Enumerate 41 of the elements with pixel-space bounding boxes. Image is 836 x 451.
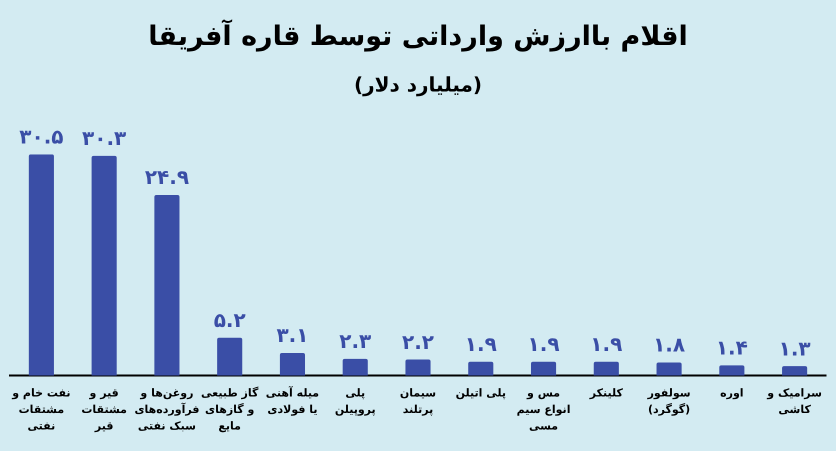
data-label: ۱.۸ — [653, 332, 686, 357]
data-label: ۱.۳ — [778, 336, 811, 360]
data-label: ۳۰.۳ — [82, 126, 126, 150]
data-label: ۲۴.۹ — [144, 165, 190, 190]
x-tick-label: اوره — [720, 386, 744, 400]
bar — [719, 365, 744, 376]
x-tick-label: سرامیک و کاشی — [766, 386, 822, 416]
x-tick-label: پلی اتیلن — [456, 386, 506, 400]
chart-subtitle: (میلیارد دلار) — [354, 72, 482, 97]
bar — [28, 154, 54, 376]
bar — [656, 362, 682, 376]
x-tick-label: سولفور (گوگرد) — [646, 386, 691, 416]
bar — [405, 360, 431, 376]
data-label: ۵.۲ — [214, 308, 246, 332]
data-label: ۲.۲ — [402, 330, 434, 354]
data-label: ۱.۹ — [464, 332, 497, 356]
bar — [782, 366, 808, 376]
data-label: ۱.۴ — [716, 336, 748, 360]
x-tick-label: سیمان پرتلند — [400, 386, 436, 416]
data-label: ۳۰.۵ — [19, 124, 64, 149]
data-label: ۳.۱ — [276, 323, 308, 348]
x-tick-label: میله آهنی یا فولادی — [266, 386, 320, 416]
x-tick-label: قیر و مشتقات قیر — [81, 386, 127, 433]
x-tick-label: روغن‌ها و فرآورده‌های سبک نفتی — [134, 386, 200, 433]
x-tick-label: گاز طبیعی و گازهای مایع — [201, 386, 259, 433]
bar — [154, 194, 180, 376]
data-label: ۱.۹ — [528, 332, 560, 356]
data-label: ۱.۹ — [590, 332, 622, 356]
bar — [594, 362, 619, 376]
x-tick-label: کلینکر — [588, 386, 624, 400]
x-tick-label: پلی پروپیلن — [334, 386, 376, 416]
chart-title: اقلام باارزش وارداتی توسط قاره آفریقا — [148, 19, 688, 52]
bar — [468, 362, 494, 376]
bar — [92, 156, 117, 376]
bar — [342, 358, 368, 376]
bar — [280, 353, 306, 376]
bar — [217, 338, 242, 376]
data-label: ۲.۳ — [339, 329, 372, 354]
x-tick-label: مس و انواع سیم مسی — [516, 386, 570, 433]
bar — [530, 362, 556, 376]
x-tick-label: نفت خام و مشتقات نفتی — [11, 386, 71, 433]
